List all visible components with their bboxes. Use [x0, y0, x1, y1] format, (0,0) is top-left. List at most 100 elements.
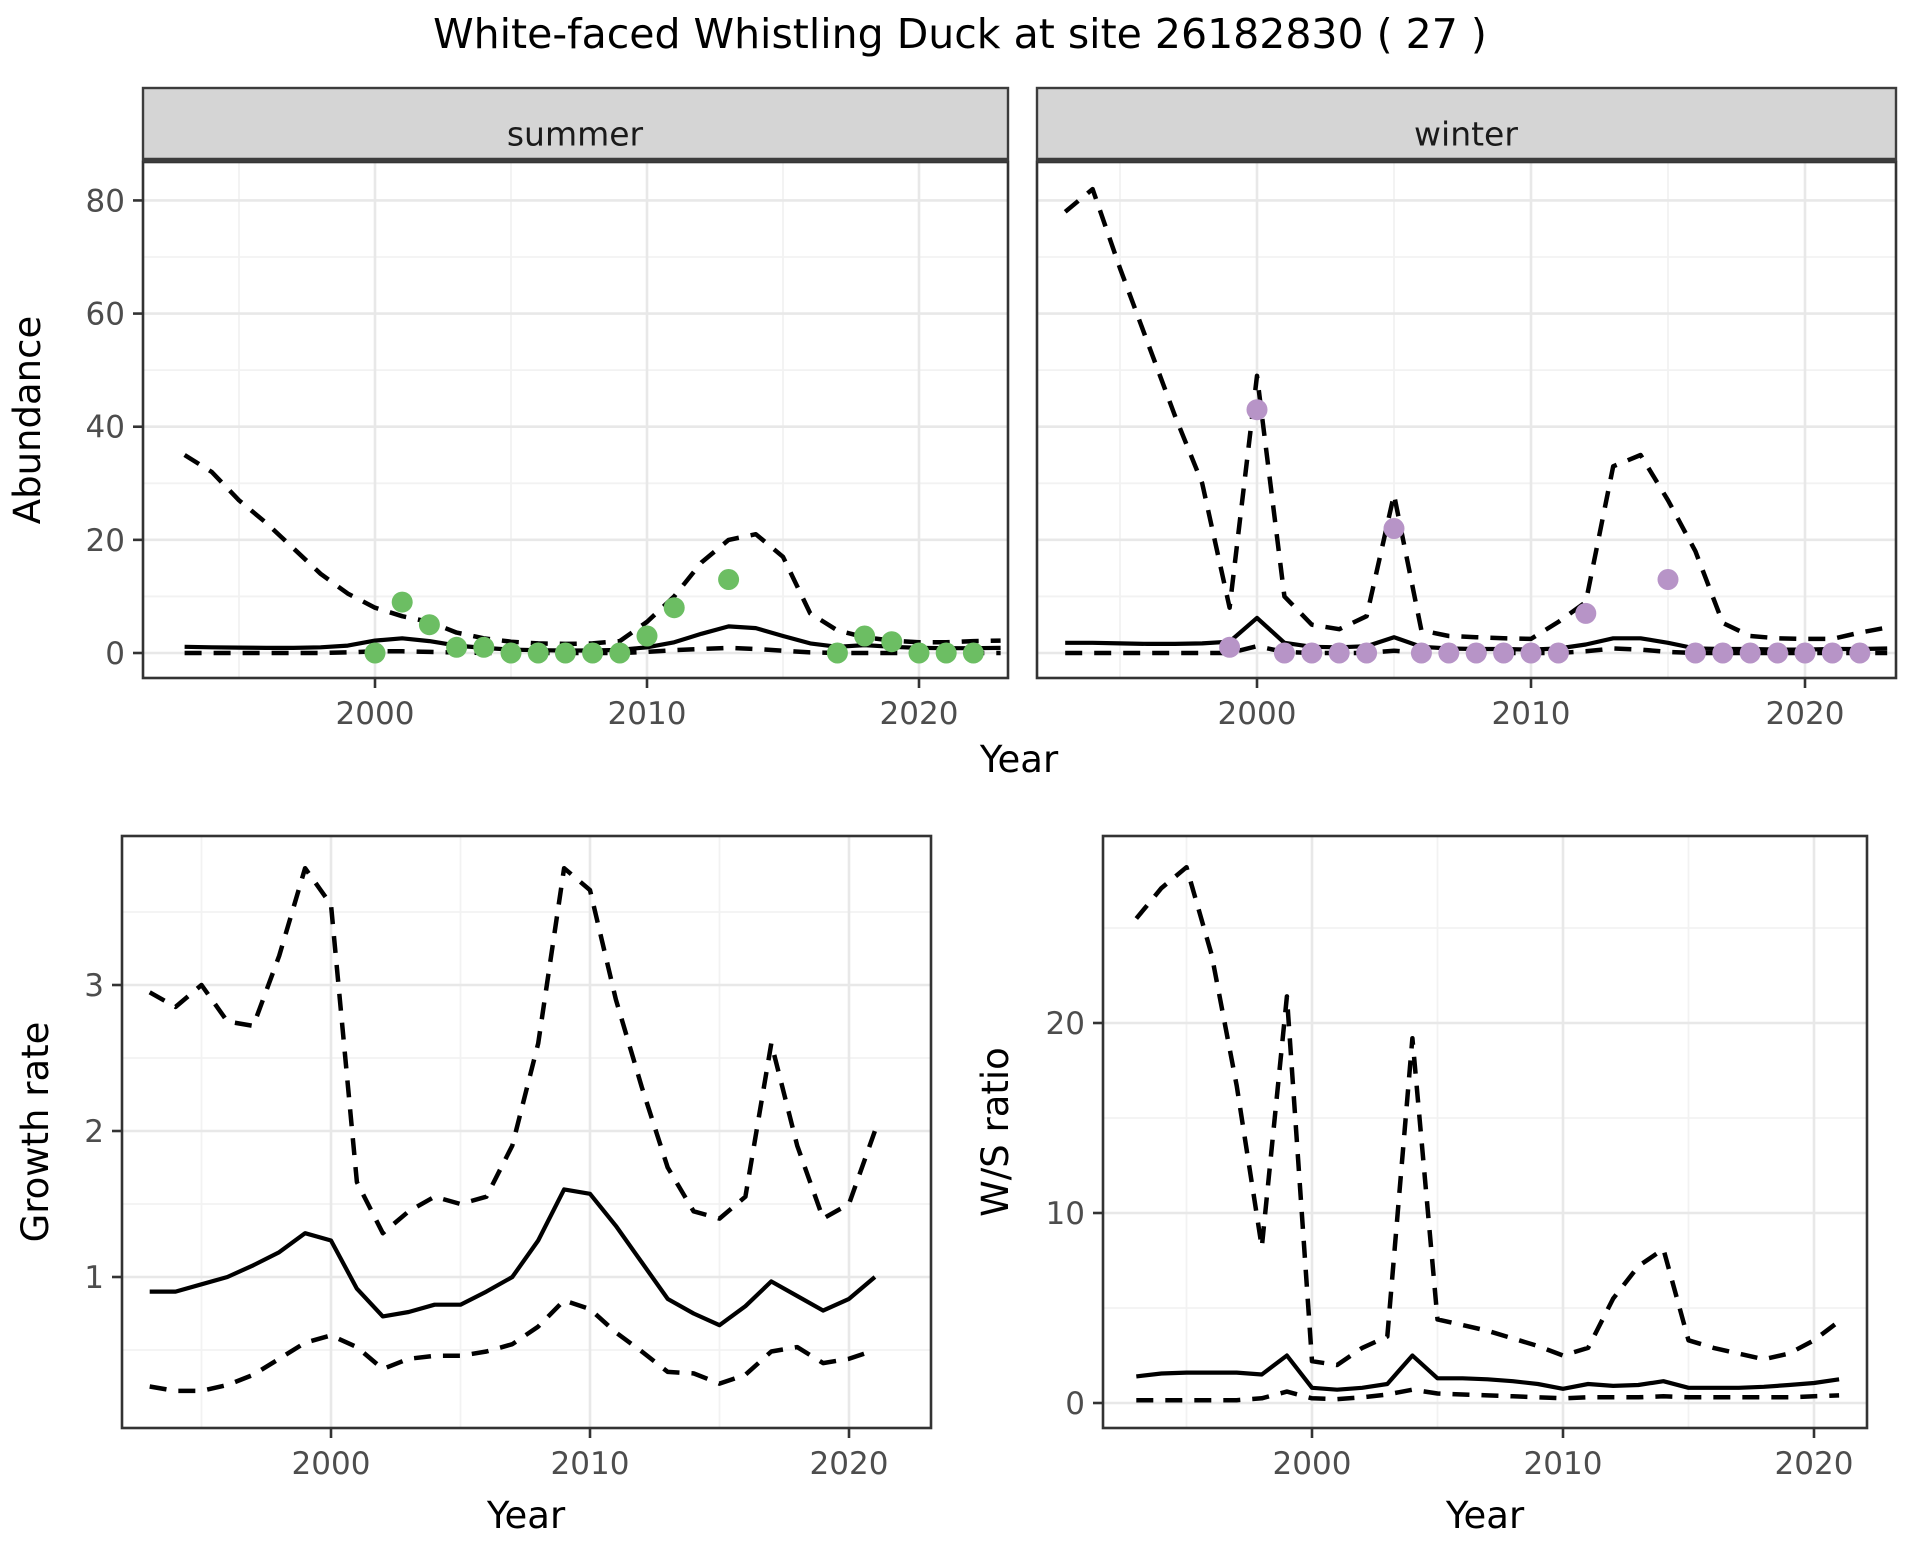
data-point	[527, 642, 549, 664]
data-point	[1493, 642, 1515, 664]
series-lower_ci	[1136, 1387, 1840, 1403]
y-tick-label: 0	[1065, 1386, 1085, 1422]
y-tick-label: 1	[84, 1260, 104, 1296]
data-point	[1712, 642, 1734, 664]
data-point	[1328, 642, 1350, 664]
data-point	[1794, 642, 1816, 664]
x-axis: 2000 2010 2020	[1273, 1428, 1854, 1482]
data-point	[1657, 569, 1679, 590]
data-point	[1438, 642, 1460, 664]
data-point	[1465, 642, 1487, 664]
y-tick-label: 20	[86, 523, 125, 559]
x-tick-label: 2010	[608, 696, 687, 732]
data-point	[1547, 642, 1569, 664]
x-tick-label: 2010	[1524, 1446, 1603, 1482]
data-point	[1273, 642, 1295, 664]
x-tick-label: 2020	[810, 1446, 889, 1482]
x-tick-label: 2000	[1218, 696, 1297, 732]
y-tick-label: 0	[105, 636, 125, 672]
facet-strip-winter	[1035, 86, 1898, 163]
y-tick-label: 40	[86, 410, 125, 446]
panel-background	[1103, 836, 1867, 1428]
panel-growth_rate: 2000 2010 2020 1 2 3	[84, 834, 933, 1482]
facet-strip-label-summer: summer	[507, 115, 644, 154]
data-point	[663, 597, 685, 619]
y-tick-label: 20	[1046, 1006, 1085, 1042]
y-tick-label: 80	[86, 183, 125, 219]
x-axis: 2000 2010 2020	[336, 678, 959, 732]
y-axis: 0 10 20	[1046, 1006, 1103, 1422]
panel-ws_ratio: 2000 2010 2020 0 10 20	[1046, 834, 1869, 1482]
figure-title: White-faced Whistling Duck at site 26182…	[433, 10, 1487, 58]
x-axis: 2000 2010 2020	[1218, 678, 1845, 732]
data-point	[1520, 642, 1542, 664]
facet-strip-label-winter: winter	[1414, 115, 1518, 154]
data-point	[962, 642, 984, 664]
x-tick-label: 2000	[336, 696, 415, 732]
y-axis: 1 2 3	[84, 968, 122, 1296]
data-point	[1684, 642, 1706, 664]
observed-points-winter	[1219, 399, 1871, 664]
panel-background	[143, 162, 1008, 678]
panel-abundance_summer: 2000 2010 2020 0 20 40 60 80	[86, 86, 1010, 732]
data-point	[1301, 642, 1323, 664]
y-tick-label: 3	[84, 968, 104, 1004]
y-axis-title-abundance: Abundance	[6, 316, 49, 524]
data-point	[1219, 636, 1241, 658]
x-tick-label: 2000	[1273, 1446, 1352, 1482]
data-point	[1246, 399, 1268, 421]
x-axis-title-year-top: Year	[979, 738, 1059, 781]
data-point	[500, 642, 522, 664]
data-point	[391, 591, 413, 613]
data-point	[1767, 642, 1789, 664]
x-tick-label: 2020	[880, 696, 959, 732]
data-point	[854, 625, 876, 647]
facet-strip-summer	[141, 86, 1010, 163]
y-axis-title-growth-rate: Growth rate	[14, 1022, 57, 1243]
series-upper_ci	[1063, 186, 1888, 642]
data-point	[826, 642, 848, 664]
x-axis-title-year-ws: Year	[1445, 1494, 1525, 1537]
y-tick-label: 2	[84, 1114, 104, 1150]
data-point	[1849, 642, 1871, 664]
panel-background	[1037, 162, 1896, 678]
x-tick-label: 2010	[1492, 696, 1571, 732]
data-point	[609, 642, 631, 664]
data-point	[473, 636, 495, 658]
data-point	[718, 569, 740, 590]
series-median	[149, 1187, 877, 1328]
data-point	[636, 625, 658, 647]
x-axis: 2000 2010 2020	[292, 1428, 889, 1482]
data-point	[1575, 602, 1597, 624]
data-point	[418, 614, 440, 636]
data-point	[1356, 642, 1378, 664]
observed-points-summer	[364, 569, 984, 664]
panel-border	[1101, 834, 1869, 1430]
x-tick-label: 2010	[551, 1446, 630, 1482]
panel-abundance_winter: 2000 2010 2020	[1035, 86, 1898, 732]
y-tick-label: 10	[1046, 1196, 1085, 1232]
y-tick-label: 60	[86, 297, 125, 333]
data-point	[935, 642, 957, 664]
series-upper_ci	[148, 865, 878, 1236]
y-axis: 0 20 40 60 80	[86, 183, 143, 672]
data-point	[1821, 642, 1843, 664]
gridlines	[143, 162, 1008, 678]
x-tick-label: 2020	[1766, 696, 1845, 732]
data-point	[1410, 642, 1432, 664]
x-tick-label: 2000	[292, 1446, 371, 1482]
data-point	[364, 642, 386, 664]
x-tick-label: 2020	[1775, 1446, 1854, 1482]
gridlines	[122, 836, 931, 1428]
y-axis-title-ws-ratio: W/S ratio	[974, 1047, 1017, 1217]
data-point	[1383, 518, 1405, 539]
data-point	[582, 642, 604, 664]
data-point	[554, 642, 576, 664]
data-point	[1739, 642, 1761, 664]
data-point	[908, 642, 930, 664]
data-point	[881, 631, 903, 653]
series-upper_ci	[1134, 864, 1841, 1368]
